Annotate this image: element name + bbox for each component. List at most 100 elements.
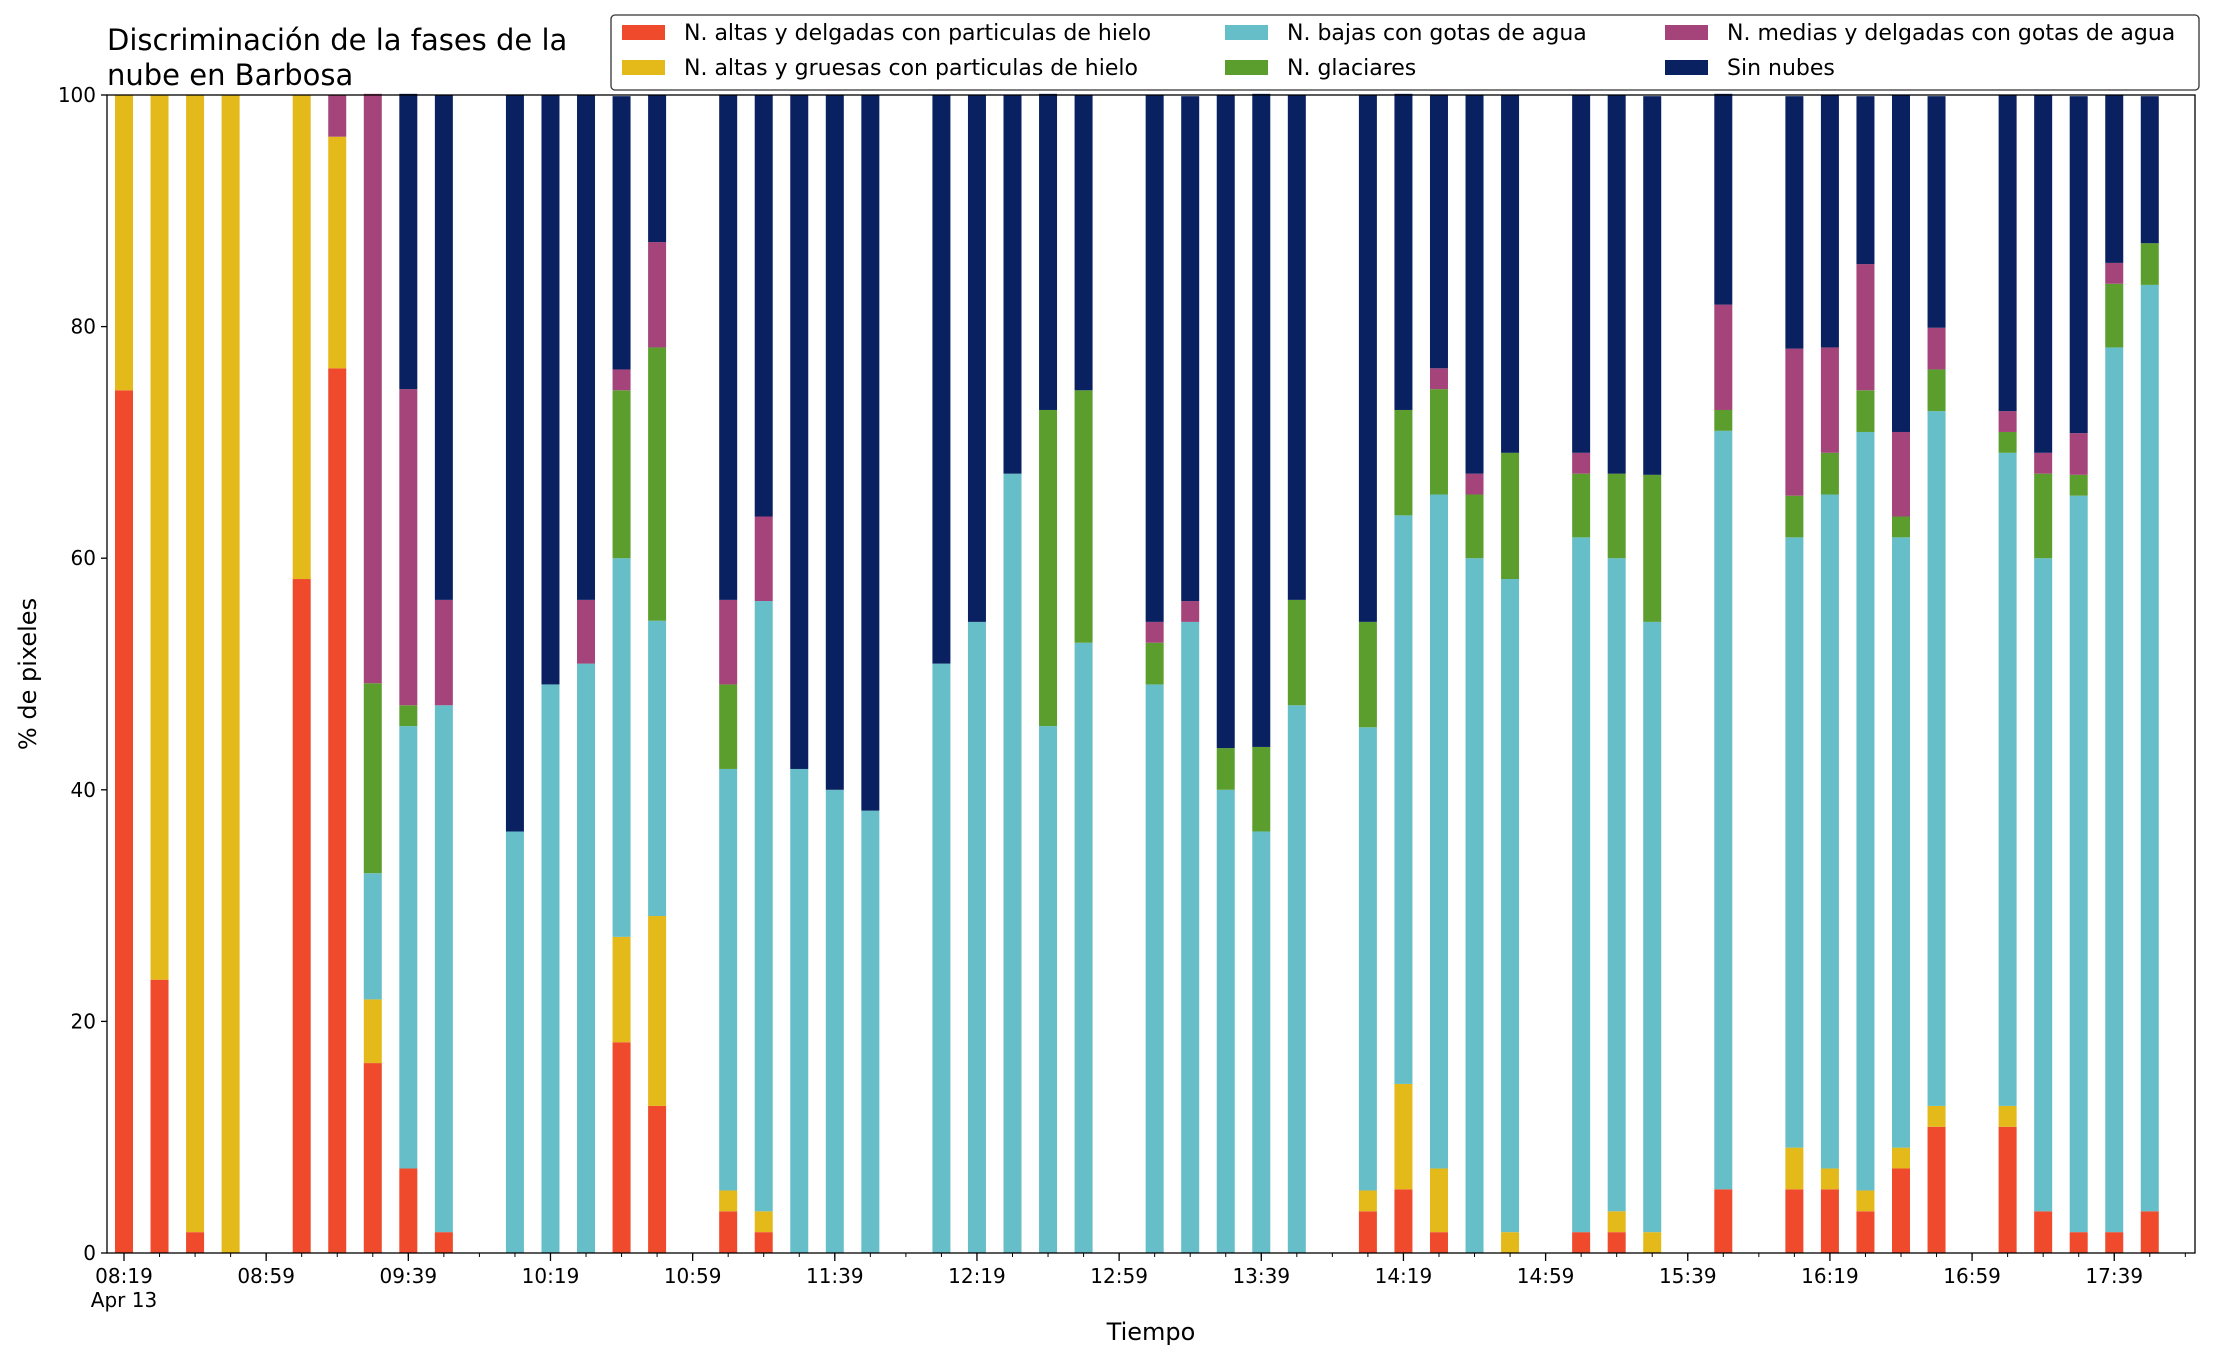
bar-segment-5-32 [1465, 95, 1484, 474]
bar-segment-4-24 [1145, 621, 1164, 643]
bar-segment-5-26 [1216, 95, 1235, 749]
bar-segment-4-15 [754, 516, 773, 602]
bar-segment-5-38 [1785, 96, 1804, 349]
bar-segment-4-42 [1927, 327, 1946, 370]
bar-segment-4-6 [363, 93, 382, 684]
bar-segment-2-40 [1856, 431, 1875, 1191]
bar-segment-5-23 [1074, 95, 1093, 391]
bar-segment-0-12 [612, 1042, 631, 1253]
bar-segment-2-22 [1039, 726, 1058, 1253]
legend: N. altas y delgadas con particulas de hi… [610, 14, 2200, 91]
bar-segment-4-43 [1998, 411, 2017, 432]
bar-segment-1-1 [150, 95, 169, 980]
x-date-label: Apr 13 [91, 1288, 157, 1312]
bar-segment-0-41 [1892, 1168, 1910, 1253]
y-tick-label-20: 20 [71, 1009, 96, 1033]
x-tick-label-8: 13:39 [1232, 1264, 1290, 1288]
bar-segment-3-45 [2069, 474, 2088, 496]
axes-frame [106, 94, 2196, 1254]
bar-segment-5-17 [825, 95, 844, 790]
bar-segment-1-33 [1501, 1232, 1520, 1253]
bar-segment-2-11 [577, 663, 596, 1253]
legend-swatch-1 [622, 60, 665, 75]
legend-label-4: N. medias y delgadas con gotas de agua [1727, 21, 2175, 46]
bar-segment-4-8 [434, 599, 453, 706]
bar-segment-4-14 [719, 599, 738, 685]
bar-segment-2-37 [1714, 430, 1733, 1190]
bar-segment-1-5 [328, 136, 347, 369]
bar-segment-5-44 [2034, 95, 2053, 453]
bar-segment-2-32 [1465, 558, 1484, 1253]
bar-segment-0-43 [1998, 1126, 2017, 1253]
bar-segment-1-14 [719, 1190, 738, 1212]
legend-label-5: Sin nubes [1727, 56, 1835, 81]
bar-segment-2-24 [1145, 684, 1164, 1253]
bar-segment-0-45 [2069, 1232, 2088, 1253]
bar-segment-5-13 [648, 95, 667, 243]
bar-segment-1-35 [1607, 1211, 1626, 1233]
bar-segment-5-30 [1394, 93, 1413, 410]
bar-segment-1-42 [1927, 1105, 1946, 1127]
bar-segment-0-42 [1927, 1126, 1946, 1253]
bar-segment-2-12 [612, 558, 631, 937]
bar-segment-5-43 [1998, 95, 2017, 412]
bar-segment-0-47 [2140, 1211, 2159, 1253]
bar-segment-2-7 [399, 726, 418, 1169]
bar-segment-1-0 [115, 95, 133, 391]
bar-segment-3-34 [1572, 473, 1591, 538]
bar-segment-5-16 [790, 95, 809, 769]
bar-segment-0-35 [1607, 1232, 1626, 1253]
bar-segment-0-7 [399, 1168, 418, 1253]
bar-segment-3-41 [1892, 516, 1910, 538]
bar-segment-4-39 [1820, 347, 1839, 453]
bar-segment-2-43 [1998, 452, 2017, 1106]
bar-segment-4-7 [399, 389, 418, 706]
x-tick-label-0: 08:19 [95, 1264, 153, 1288]
bar-segment-2-13 [648, 620, 667, 917]
bar-segment-4-13 [648, 242, 667, 348]
bar-segment-0-15 [754, 1232, 773, 1253]
bar-segment-2-31 [1429, 494, 1448, 1169]
bar-segment-2-34 [1572, 537, 1591, 1233]
bar-segment-5-39 [1820, 95, 1839, 348]
bar-segment-5-34 [1572, 95, 1591, 453]
bar-segment-1-15 [754, 1211, 773, 1233]
bar-segment-1-41 [1892, 1147, 1910, 1169]
x-tick-label-1: 08:59 [237, 1264, 295, 1288]
bar-segment-1-39 [1820, 1168, 1839, 1190]
bar-segment-0-40 [1856, 1211, 1875, 1253]
bar-segment-3-24 [1145, 642, 1164, 685]
bar-segment-3-27 [1252, 746, 1271, 832]
bar-segment-2-41 [1892, 537, 1910, 1148]
bar-segment-5-36 [1643, 96, 1662, 475]
x-tick-label-6: 12:19 [948, 1264, 1006, 1288]
bar-segment-3-29 [1358, 621, 1377, 728]
legend-label-1: N. altas y gruesas con particulas de hie… [684, 56, 1138, 81]
bar-segment-5-9 [505, 95, 524, 832]
bar-segment-3-23 [1074, 390, 1093, 643]
bar-segment-5-31 [1429, 95, 1448, 369]
bar-segment-0-1 [150, 979, 169, 1253]
bar-segment-4-34 [1572, 452, 1591, 474]
bar-segment-3-38 [1785, 495, 1804, 538]
bar-segment-5-41 [1892, 95, 1910, 432]
bar-segment-5-47 [2140, 96, 2159, 244]
bar-segment-4-44 [2034, 452, 2053, 474]
x-tick-label-13: 16:59 [1943, 1264, 2001, 1288]
bar-segment-5-33 [1501, 95, 1520, 453]
bar-segment-2-17 [825, 789, 844, 1253]
bar-segment-4-41 [1892, 431, 1910, 517]
bar-segment-3-7 [399, 705, 418, 727]
legend-label-3: N. glaciares [1287, 56, 1416, 81]
bar-segment-2-30 [1394, 515, 1413, 1084]
x-tick-label-9: 14:19 [1375, 1264, 1433, 1288]
bar-segment-0-46 [2105, 1232, 2124, 1253]
bar-segment-4-5 [328, 95, 347, 137]
bar-segment-5-11 [577, 95, 596, 600]
bar-segment-3-39 [1820, 452, 1839, 495]
bar-segment-2-25 [1181, 621, 1200, 1253]
x-tick-label-5: 11:39 [806, 1264, 864, 1288]
bar-segment-2-18 [861, 810, 880, 1253]
bar-segment-5-29 [1358, 95, 1377, 622]
bar-segment-3-46 [2105, 283, 2124, 348]
